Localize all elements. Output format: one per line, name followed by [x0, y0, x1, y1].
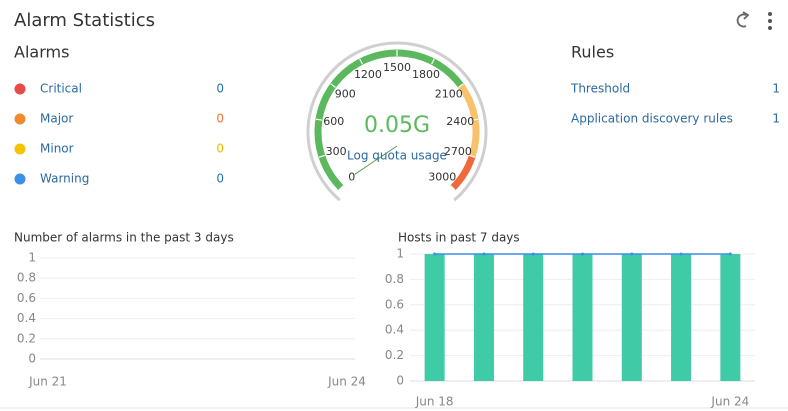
y-tick-label: 0.4 [17, 311, 36, 325]
alarm-icon [14, 143, 26, 155]
line-point [581, 252, 584, 256]
y-tick-label: 0.2 [385, 348, 404, 362]
gauge-tick [338, 185, 344, 191]
alarm-count: 0 [216, 82, 224, 96]
line-point [630, 252, 634, 256]
line-point [679, 252, 683, 256]
line-point [433, 252, 437, 256]
alarm-label[interactable]: Critical [40, 82, 82, 96]
alarms-heading: Alarms [14, 43, 69, 62]
rule-count: 1 [772, 82, 780, 96]
rule-label[interactable]: Threshold [570, 82, 630, 96]
x-tick-label: Jun 18 [415, 395, 454, 409]
y-tick-label: 0.6 [17, 291, 36, 305]
gauge-tick [430, 58, 435, 65]
bar [473, 254, 494, 381]
bar [424, 254, 445, 381]
alarm-icon [14, 173, 26, 185]
gauge-tick-label: 2400 [446, 115, 474, 128]
gauge-tick [359, 58, 364, 65]
x-tick-label: Jun 21 [28, 375, 67, 389]
gauge-outline [306, 41, 488, 202]
gauge-needle [354, 145, 398, 175]
gauge-tick-label: 300 [326, 145, 347, 158]
alarm-count: 0 [216, 172, 224, 186]
gauge-caption: Log quota usage [347, 149, 447, 163]
bar [720, 254, 741, 381]
rules-heading: Rules [571, 43, 614, 62]
bar [523, 254, 544, 381]
gauge-tick-label: 1200 [354, 68, 382, 81]
gauge-tick [318, 154, 325, 158]
alarm-label[interactable]: Major [40, 112, 73, 126]
gauge-tick [458, 83, 464, 88]
y-tick-label: 1 [396, 247, 404, 261]
gauge-tick-label: 1800 [412, 68, 440, 81]
y-tick-label: 0.6 [385, 297, 404, 311]
bar [671, 254, 692, 381]
rule-label[interactable]: Application discovery rules [571, 112, 733, 126]
refresh-icon[interactable] [736, 11, 750, 28]
y-tick-label: 0.2 [17, 331, 36, 345]
y-tick-label: 0.4 [385, 323, 404, 337]
chart-title: Number of alarms in the past 3 days [14, 231, 234, 245]
y-tick-label: 0.8 [385, 272, 404, 286]
gauge-tick-label: 2100 [435, 87, 463, 100]
gauge-value: 0.05G [364, 113, 430, 138]
alarm-label[interactable]: Warning [40, 172, 89, 186]
y-tick-label: 1 [28, 251, 36, 265]
x-tick-label: Jun 24 [710, 395, 749, 409]
chart-title: Hosts in past 7 days [398, 231, 520, 245]
line-point [482, 252, 486, 256]
bar [572, 254, 593, 381]
y-tick-label: 0 [396, 374, 404, 388]
y-tick-label: 0 [28, 352, 36, 366]
more-icon[interactable] [768, 12, 772, 30]
bar [621, 254, 642, 381]
line-point [531, 252, 535, 256]
gauge-tick [315, 118, 323, 121]
alarm-icon [14, 83, 26, 95]
x-tick-label: Jun 24 [327, 375, 366, 389]
gauge-tick [450, 185, 456, 191]
gauge-tick-label: 1500 [383, 61, 411, 74]
gauge-tick [330, 83, 336, 88]
gauge-tick-label: 3000 [428, 170, 456, 183]
gauge-tick-label: 0 [348, 170, 355, 183]
alarm-count: 0 [216, 112, 224, 126]
alarm-icon [14, 113, 26, 125]
gauge-band [450, 155, 476, 191]
alarm-count: 0 [216, 142, 224, 156]
y-tick-label: 0.8 [17, 271, 36, 285]
rule-count: 1 [772, 112, 780, 126]
gauge-tick [471, 118, 479, 121]
gauge-tick-label: 900 [335, 87, 356, 100]
gauge-tick-label: 2700 [444, 145, 472, 158]
gauge-band [314, 49, 464, 191]
line-point [728, 252, 732, 256]
gauge-tick-label: 600 [323, 115, 344, 128]
alarm-label[interactable]: Minor [40, 142, 74, 156]
card-title: Alarm Statistics [14, 10, 155, 31]
gauge-tick [469, 154, 476, 158]
